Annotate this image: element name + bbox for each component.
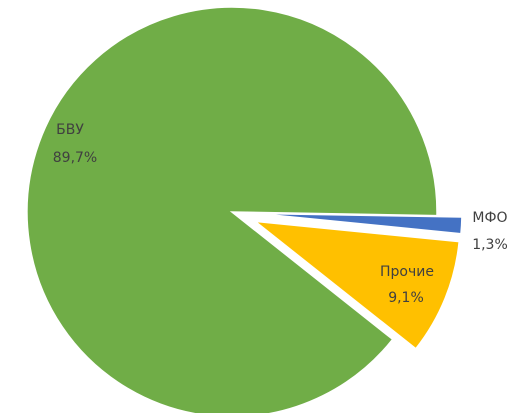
slice-value-label: 89,7% [53, 150, 97, 166]
pie-slice [252, 220, 460, 350]
pie-slice [256, 212, 463, 235]
slice-label: БВУ [56, 122, 84, 138]
slice-value-label: 1,3% [472, 237, 508, 253]
slice-label: Прочие [380, 264, 434, 280]
slice-label: МФО [472, 210, 507, 226]
slice-value-label: 9,1% [388, 290, 424, 306]
pie-slice [26, 6, 438, 413]
